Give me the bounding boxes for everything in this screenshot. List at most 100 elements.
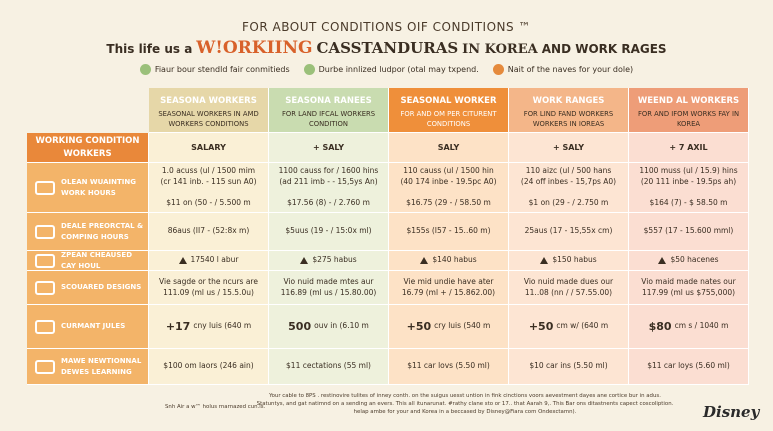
- logo: Disney: [703, 403, 760, 421]
- row-label: OLEAN WUAINTING WORK HOURS: [27, 163, 149, 213]
- cell-line: $150 habus: [540, 255, 597, 266]
- cell-line: $80 cm s / 1040 m: [649, 319, 729, 335]
- cell-text: ouv in (6.10 m: [314, 321, 369, 331]
- cell-line: Vio nuid made dues our: [523, 276, 614, 286]
- footer-line: Statuntys, and gat natimnd on a sending …: [256, 401, 674, 408]
- cell: $50 hacenes: [629, 251, 749, 271]
- cell-line: $11 on (50 - / 5.500 m: [166, 197, 251, 207]
- cell: Vie mid undie have ater 16.79 (ml + / 15.…: [389, 271, 509, 305]
- row-label: DEALE PREORCTAL & COMPING HOURS: [27, 213, 149, 251]
- row-icon: [35, 359, 55, 374]
- row-label-text: SCOUARED DESIGNS: [61, 283, 142, 292]
- cell: $275 habus: [269, 251, 389, 271]
- column-header: SEASONA RANEES FOR LAND IFCAL WORKERS CON…: [269, 88, 389, 133]
- cell-text: cny luis (640 m: [193, 321, 252, 331]
- legend: Fiaur bour stendld fair conmitieds Durbe …: [0, 64, 773, 75]
- cell: 110 causs (ul / 1500 hin (40 174 inbe - 1…: [389, 163, 509, 213]
- cell-line: $140 habus: [420, 255, 477, 266]
- cell-line: $50 hacenes: [658, 255, 719, 266]
- cell: $140 habus: [389, 251, 509, 271]
- warning-icon: [540, 257, 549, 264]
- cell-text: $140 habus: [432, 255, 477, 265]
- cell-line: Vie mid undie have ater: [403, 276, 494, 286]
- cell-line: $1 on (29 - / 2.750 m: [528, 197, 609, 207]
- cell: $155s (I57 - 15..60 m): [389, 213, 509, 251]
- legend-icon: [492, 64, 504, 75]
- cell: 1100 muss (ul / 15.9) hins (20 111 inbe -…: [629, 163, 749, 213]
- warning-icon: [178, 257, 187, 264]
- title-part: IN KOREA: [462, 42, 538, 57]
- cell: $80 cm s / 1040 m: [629, 305, 749, 349]
- cell-line: Vie sagde or the ncurs are: [159, 276, 258, 286]
- column-sub: SEASONAL WORKERS IN AMD WORKERS CONDITIO…: [158, 110, 259, 129]
- cell-line: $11 car lovs (5.50 ml): [407, 361, 490, 371]
- cell-line: (cr 141 inb. - 115 sun A0): [160, 177, 257, 187]
- cell-line: (ad 211 imb - - 15,5ys An): [279, 177, 378, 187]
- cell: 25aus (17 - 15,55x cm): [509, 213, 629, 251]
- cell: 110 aizc (ul / 500 hans (24 off inbes - 1…: [509, 163, 629, 213]
- cell-line: 86aus (II7 - (52:8x m): [167, 226, 250, 236]
- cell: Vio nuid made mtes aur 116.89 (ml us / 15…: [269, 271, 389, 305]
- column-header: SEASONA WORKERS SEASONAL WORKERS IN AMD W…: [149, 88, 269, 133]
- footer-line: Your cable to 8PS . restinovire tulites …: [269, 393, 661, 399]
- cell: 500 ouv in (6.10 m: [269, 305, 389, 349]
- cell-line: $17.56 (8) - / 2.760 m: [287, 197, 370, 207]
- cell-line: +17 cny luis (640 m: [166, 319, 251, 335]
- cell-big: 500: [288, 319, 312, 333]
- cell-line: 500 ouv in (6.10 m: [288, 319, 369, 335]
- cell: $10 car ins (5.50 ml): [509, 349, 629, 385]
- title: This life us a W!ORKIING CASSTANDURAS IN KO…: [0, 38, 773, 58]
- kicker: FOR ABOUT CONDITIONS OIF CONDITIONS ™: [242, 20, 531, 34]
- cell-text: cm w/ (640 m: [556, 321, 609, 331]
- row-label: ZPEAN CHEAUSED CAY HOUL: [27, 251, 149, 271]
- cell: $100 om laors (246 ain): [149, 349, 269, 385]
- cell-line: $16.75 (29 - / 58.50 m: [406, 197, 491, 207]
- column-sub: FOR AND IFOM WORKS FAY IN KOREA: [637, 110, 740, 129]
- cell: $11 car loys (5.60 ml): [629, 349, 749, 385]
- column-title: SEASONA WORKERS: [160, 96, 257, 106]
- cell-big: +17: [165, 319, 191, 333]
- column-title: WEEND AL WORKERS: [637, 96, 740, 106]
- cell-text: $150 habus: [552, 255, 597, 265]
- cell-line: 1.0 acuss (ul / 1500 mim: [161, 166, 256, 176]
- salary-cell: SALARY: [149, 133, 269, 163]
- cell-line: Vio maid made nates our: [641, 276, 736, 286]
- cell-line: 116.89 (ml us / 15.80.00): [280, 287, 377, 297]
- row-icon: [35, 180, 55, 195]
- cell-line: (40 174 inbe - 19.5pc A0): [400, 177, 497, 187]
- warning-icon: [420, 257, 429, 264]
- cell: $11 cectations (55 ml): [269, 349, 389, 385]
- row-label-text: DEALE PREORCTAL & COMPING HOURS: [61, 222, 144, 241]
- legend-text: Durbe innlized ludpor (otal may txpend.: [318, 65, 479, 74]
- cell-line: 1100 muss (ul / 15.9) hins: [639, 166, 738, 176]
- cell-line: 110 causs (ul / 1500 hin: [403, 166, 494, 176]
- warning-icon: [300, 257, 309, 264]
- cell-line: 110 aizc (ul / 500 hans: [525, 166, 612, 176]
- cell: Vio nuid made dues our 11..08 (nn / / 57.…: [509, 271, 629, 305]
- cell-text: 17540 l abur: [190, 255, 239, 265]
- cell-line: +50 cry luis (540 m: [407, 319, 491, 335]
- row-label-text: MAWE NEWTIONNAL DEWES LEARNING: [61, 357, 142, 376]
- row-icon: [35, 224, 55, 239]
- cell-line: (20 111 inbe - 19.5ps ah): [640, 177, 737, 187]
- cell: 1100 causs for / 1600 hins (ad 211 imb - …: [269, 163, 389, 213]
- warning-icon: [658, 257, 667, 264]
- blank: [27, 88, 149, 133]
- salary-cell: SALY: [389, 133, 509, 163]
- cell: Vio maid made nates our 117.99 (ml us $75…: [629, 271, 749, 305]
- cell-line: 25aus (17 - 15,55x cm): [524, 226, 613, 236]
- row-label-text: CURMANT JULES: [61, 322, 126, 331]
- row-label: MAWE NEWTIONNAL DEWES LEARNING: [27, 349, 149, 385]
- cell: $11 car lovs (5.50 ml): [389, 349, 509, 385]
- corner-label: WORKING CONDITION WORKERS: [27, 133, 149, 163]
- cell: $150 habus: [509, 251, 629, 271]
- cell-line: 117.99 (ml us $755,000): [641, 287, 736, 297]
- salary-cell: + 7 AXIL: [629, 133, 749, 163]
- legend-icon: [139, 64, 151, 75]
- row-icon: [35, 280, 55, 295]
- cell-line: $275 habus: [300, 255, 357, 266]
- column-title: SEASONA RANEES: [285, 96, 372, 106]
- row-label-text: ZPEAN CHEAUSED CAY HOUL: [61, 251, 132, 270]
- cell: 86aus (II7 - (52:8x m): [149, 213, 269, 251]
